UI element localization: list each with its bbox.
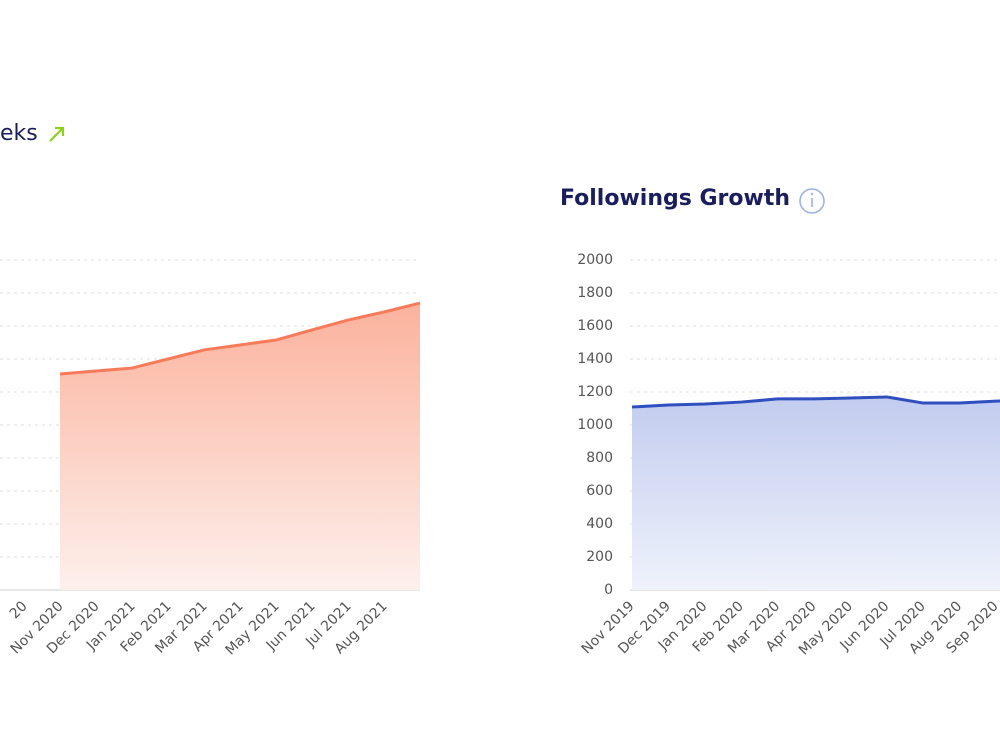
y-tick-label: 1000 — [577, 417, 613, 433]
chart-title: Followings Growth — [560, 186, 790, 211]
line — [59, 301, 421, 376]
y-tick-label: 2000 — [577, 252, 613, 268]
trend-arrow — [49, 126, 65, 142]
x-tick-label: 20 — [7, 598, 31, 622]
area-fill — [632, 396, 1000, 590]
y-tick-label: 1400 — [577, 351, 613, 367]
y-tick-label: 1600 — [577, 318, 613, 334]
y-tick-label: 1800 — [577, 285, 613, 301]
header-text: eks — [0, 121, 38, 146]
line — [631, 395, 1000, 409]
y-tick-label: 600 — [586, 483, 613, 499]
area-fill — [60, 303, 420, 590]
info-icon[interactable] — [799, 188, 825, 214]
y-tick-label: 800 — [586, 450, 613, 466]
y-tick-label: 0 — [604, 582, 613, 598]
y-tick-label: 1200 — [577, 384, 613, 400]
y-tick-label: 400 — [586, 516, 613, 532]
y-tick-label: 200 — [586, 549, 613, 565]
